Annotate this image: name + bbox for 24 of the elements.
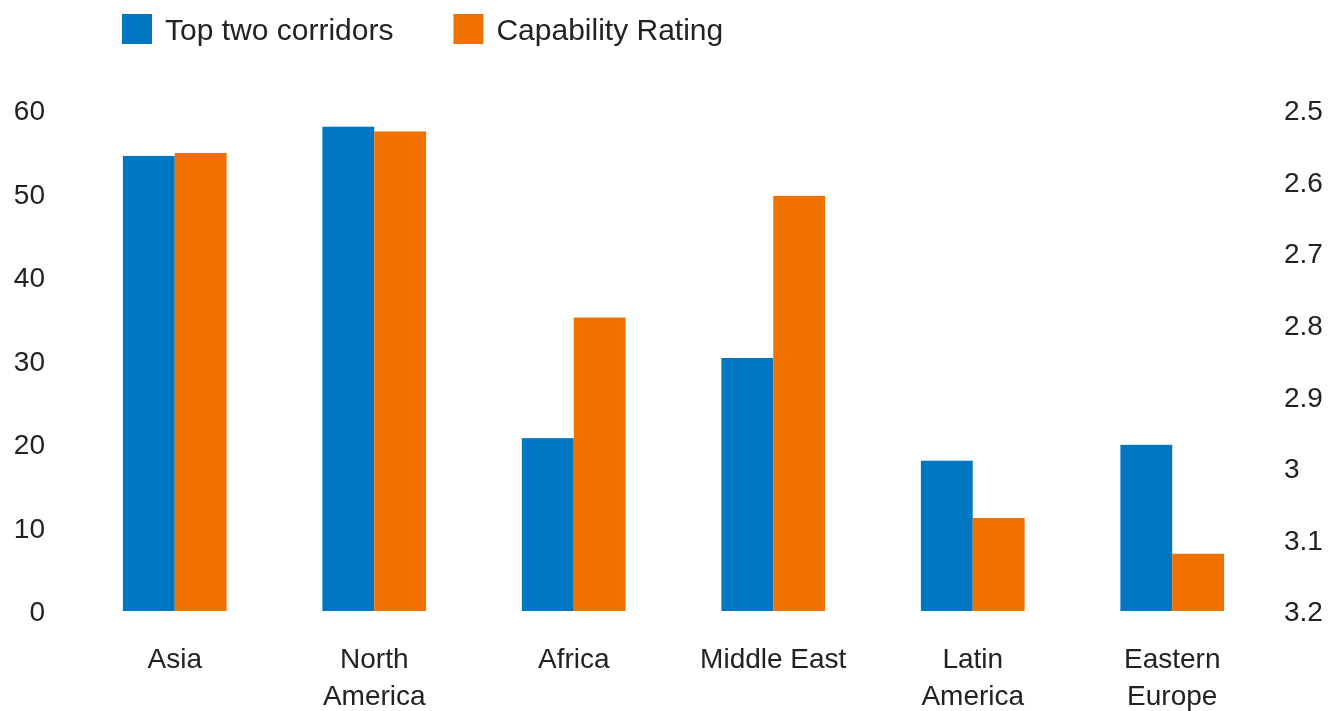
x-tick-label: Middle East (700, 643, 847, 674)
x-tick-label: Eastern Europe (1124, 643, 1221, 711)
bar (1120, 444, 1173, 611)
y-tick-label: 0 (29, 596, 45, 628)
legend-label: Capability Rating (496, 13, 724, 46)
y2-tick-label: 2.6 (1284, 166, 1323, 198)
y2-tick-label: 2.8 (1284, 310, 1323, 342)
y2-tick-label: 3.1 (1284, 524, 1323, 556)
x-tick-label: North America (322, 643, 427, 711)
legend-label: Top two corridors (165, 13, 394, 46)
y2-tick-label: 2.5 (1284, 95, 1323, 127)
y2-tick-label: 3 (1284, 453, 1300, 485)
x-tick-label: Africa (537, 643, 610, 674)
x-tick-label: Asia (147, 643, 203, 674)
y-tick-label: 30 (13, 345, 45, 377)
y2-tick-label: 2.9 (1284, 381, 1323, 413)
y-tick-label: 40 (13, 262, 45, 294)
y2-tick-label: 3.2 (1284, 596, 1323, 628)
y-tick-label: 50 (13, 178, 45, 210)
y-tick-label: 60 (13, 95, 45, 127)
y-tick-label: 20 (13, 429, 45, 461)
x-tick-label: Latin America (921, 643, 1025, 711)
y-tick-label: 10 (13, 512, 45, 544)
y2-tick-label: 2.7 (1284, 238, 1323, 270)
